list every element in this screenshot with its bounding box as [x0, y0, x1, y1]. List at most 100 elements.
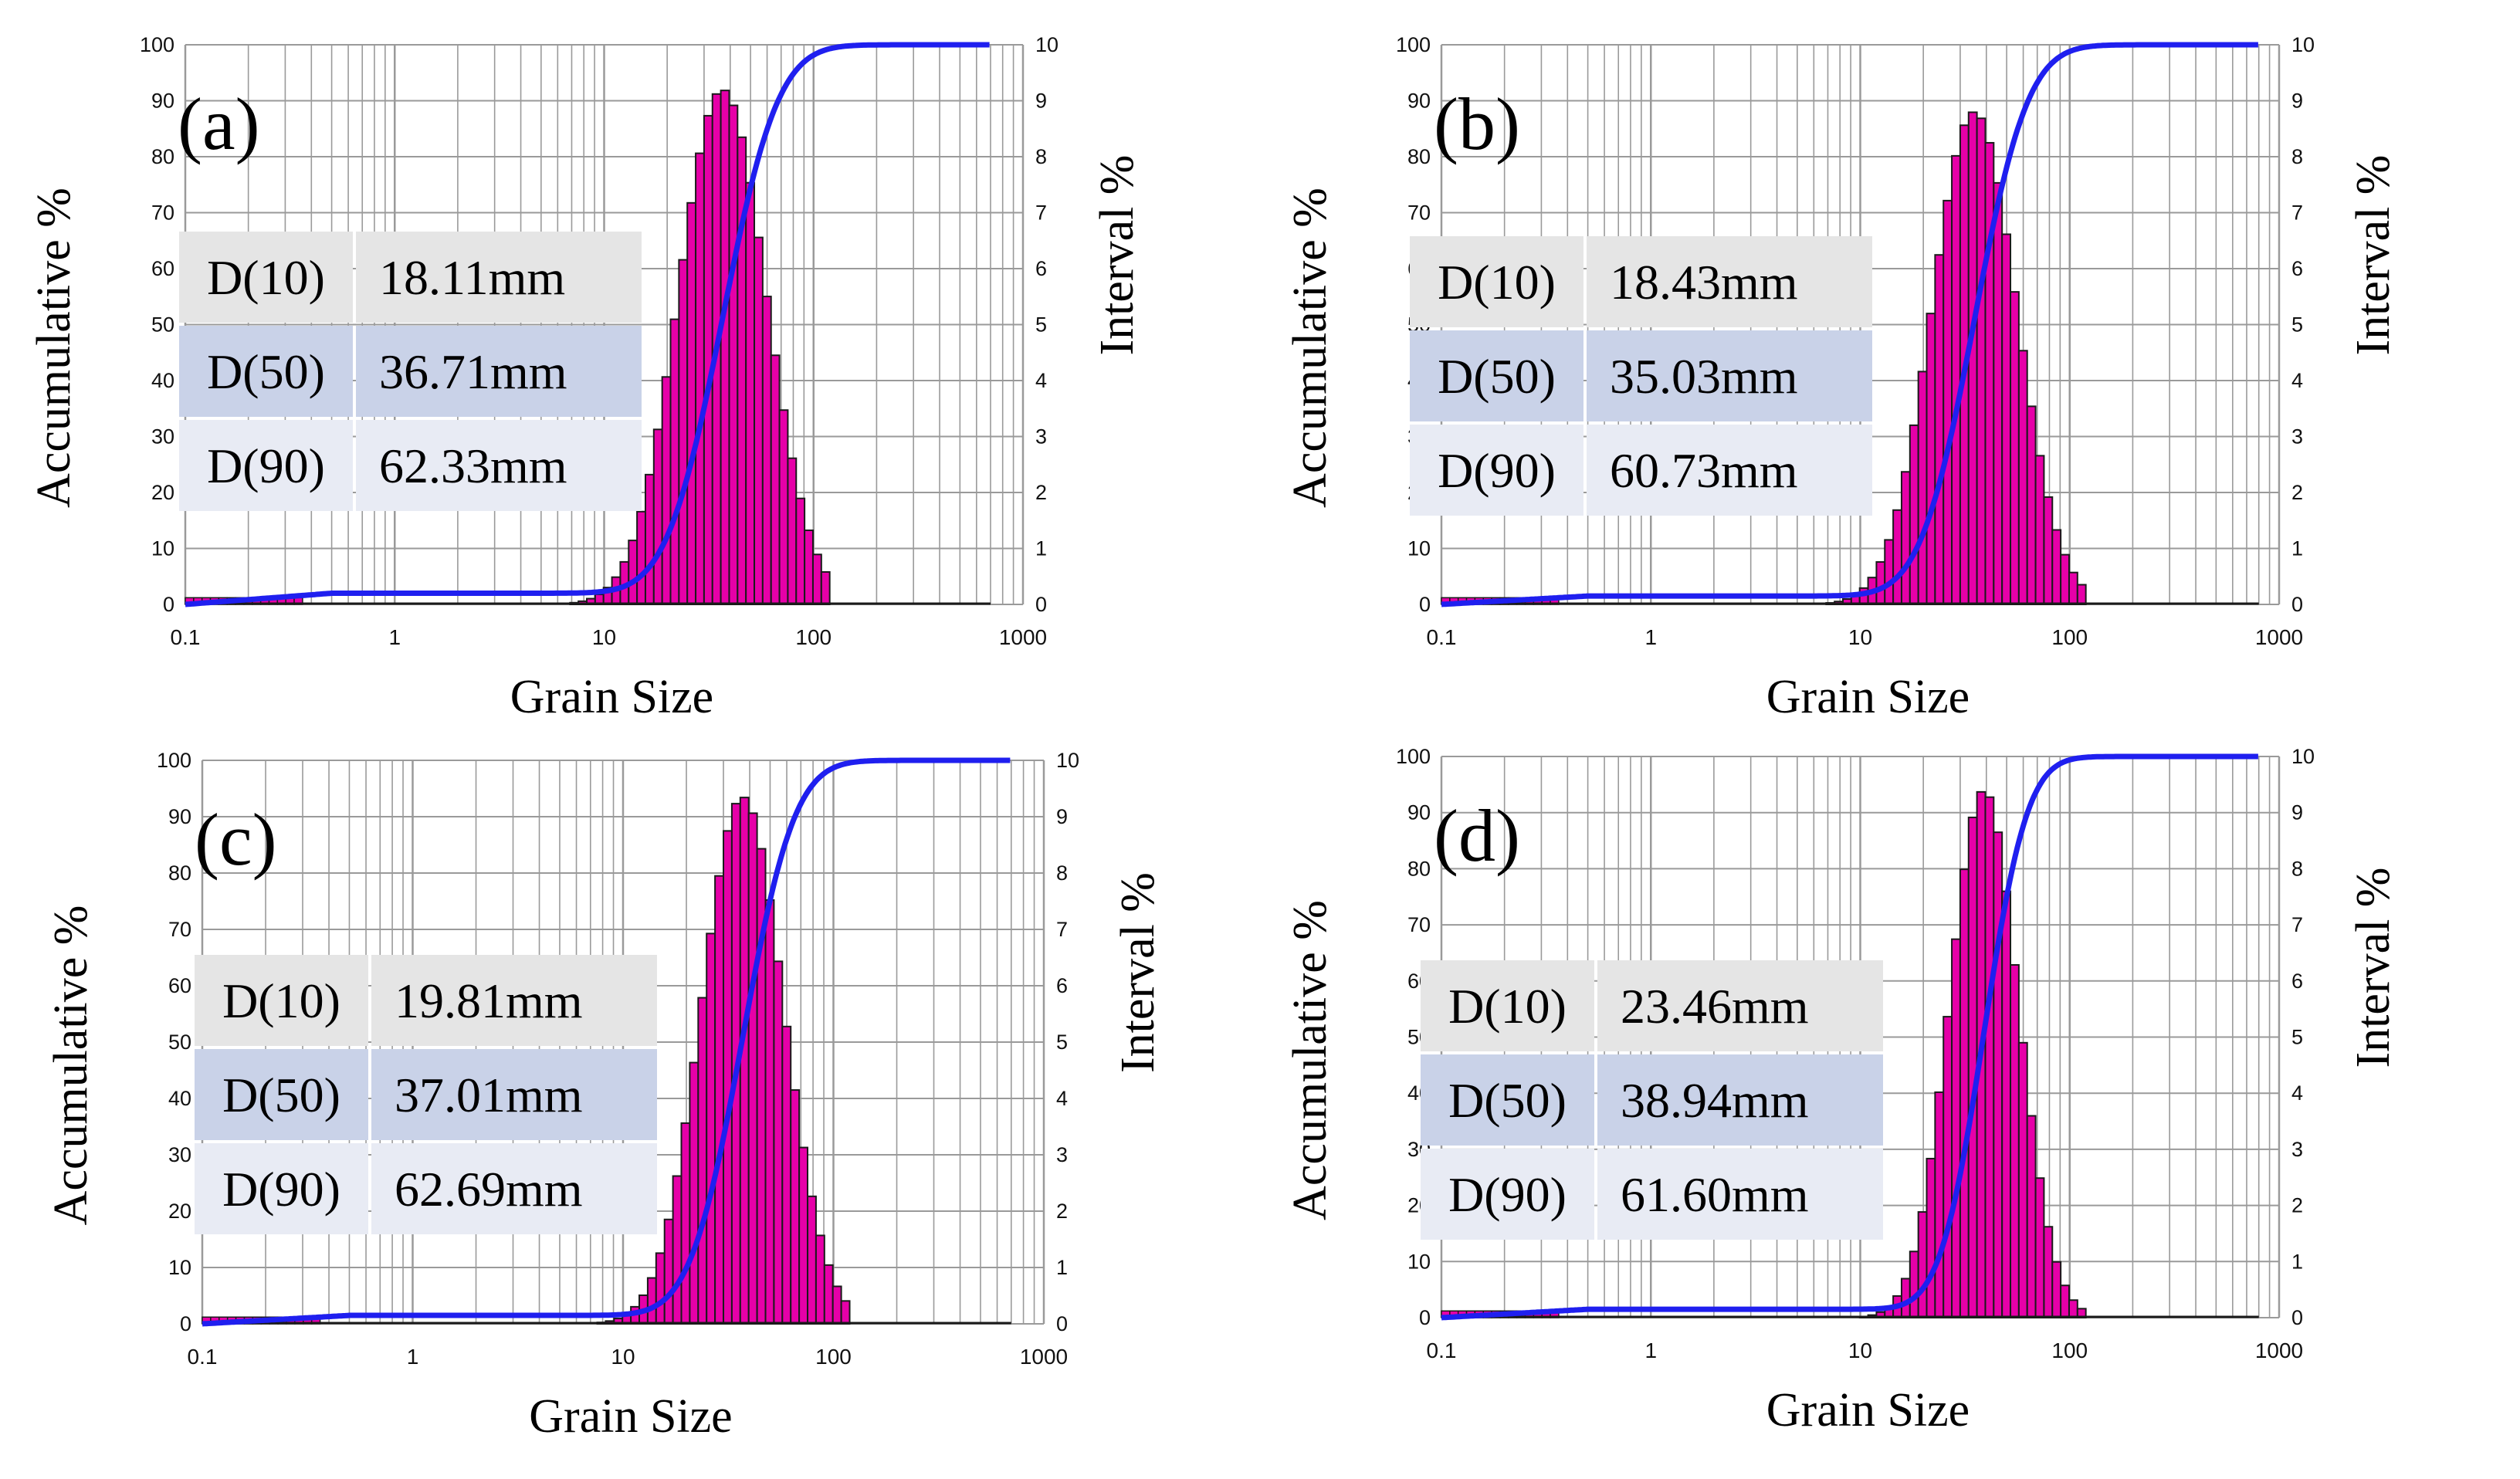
interval-bar: [1900, 1278, 1911, 1318]
interval-bar: [2017, 350, 2028, 605]
table-cell-bg: [1421, 1054, 1594, 1146]
x-tick-label: 10: [611, 1345, 635, 1369]
x-tick-label: 100: [815, 1345, 852, 1369]
d-value-table: D(10) 19.81mm D(50) 37.01mm D(90) 62.69mm: [195, 955, 657, 1234]
interval-bar: [795, 497, 806, 606]
y-left-tick-label: 80: [1407, 857, 1431, 880]
y-right-tick-label: 5: [1035, 313, 1047, 337]
table-cell-bg: [1587, 236, 1872, 327]
stat-value: 19.81mm: [395, 973, 583, 1028]
interval-bar: [1875, 560, 1886, 605]
table-cell-bg: [1410, 236, 1583, 327]
y-left-tick-label: 40: [151, 369, 174, 392]
x-axis-title: Grain Size: [529, 1390, 732, 1443]
interval-bar: [2043, 496, 2054, 605]
y-left-tick-label: 80: [151, 145, 174, 168]
x-tick-label: 0.1: [1427, 625, 1457, 649]
stat-label: D(90): [222, 1162, 340, 1217]
interval-bar: [663, 1218, 674, 1325]
y-left-tick-label: 40: [168, 1087, 191, 1110]
interval-bar: [798, 1146, 809, 1325]
interval-bar: [1900, 471, 1911, 605]
interval-bar: [661, 376, 672, 605]
x-tick-label: 10: [1848, 625, 1872, 649]
y-left-axis-title: Accumulative %: [1284, 188, 1336, 508]
y-right-tick-label: 2: [1035, 481, 1047, 504]
y-right-tick-label: 9: [2291, 90, 2303, 113]
interval-bar: [636, 510, 646, 605]
y-right-tick-label: 5: [1056, 1031, 1068, 1054]
interval-bar: [2060, 553, 2070, 605]
table-cell-bg: [179, 326, 353, 417]
interval-bar: [1934, 254, 1945, 605]
d-value-table: D(10) 18.43mm D(50) 35.03mm D(90) 60.73mm: [1410, 236, 1872, 516]
interval-bar: [695, 152, 705, 605]
interval-bar: [1951, 154, 1961, 605]
interval-bar: [787, 457, 798, 605]
x-tick-label: 100: [2051, 1339, 2088, 1362]
y-left-tick-label: 90: [168, 805, 191, 828]
interval-bar: [770, 354, 781, 605]
x-tick-label: 1: [388, 625, 401, 649]
interval-bar: [1967, 111, 1978, 605]
interval-bar: [761, 296, 772, 605]
interval-bar: [1993, 181, 2003, 605]
x-tick-label: 1000: [1020, 1345, 1068, 1369]
x-tick-label: 1: [407, 1345, 419, 1369]
table-cell-bg: [1597, 960, 1883, 1051]
y-right-tick-label: 7: [2291, 201, 2303, 225]
y-left-tick-label: 50: [151, 313, 174, 337]
interval-bar: [680, 1122, 691, 1325]
y-right-tick-label: 4: [1056, 1087, 1068, 1110]
y-left-axis-title: Accumulative %: [1284, 900, 1336, 1220]
interval-bar: [781, 1025, 792, 1325]
stat-value: 38.94mm: [1621, 1073, 1809, 1128]
interval-bar: [1984, 141, 1995, 606]
y-left-axis-title: Accumulative %: [28, 188, 80, 508]
y-right-tick-label: 9: [1035, 90, 1047, 113]
table-cell-bg: [356, 420, 642, 511]
interval-bar: [2076, 584, 2087, 605]
y-left-tick-label: 80: [1407, 145, 1431, 168]
stat-label: D(10): [1448, 979, 1567, 1034]
table-cell-bg: [195, 1049, 368, 1140]
table-cell-bg: [1597, 1054, 1883, 1146]
interval-bar: [2068, 571, 2078, 606]
interval-bar: [823, 1264, 834, 1325]
y-right-tick-label: 4: [2291, 1081, 2303, 1105]
y-left-tick-label: 90: [1407, 90, 1431, 113]
y-left-tick-label: 100: [157, 749, 191, 772]
y-right-tick-label: 9: [1056, 805, 1068, 828]
x-axis-title: Grain Size: [510, 671, 713, 723]
interval-bar: [2034, 1177, 2045, 1319]
y-right-tick-label: 0: [2291, 593, 2303, 616]
interval-bar: [754, 236, 764, 605]
y-right-tick-label: 3: [1056, 1143, 1068, 1166]
y-left-tick-label: 0: [1419, 1306, 1431, 1329]
y-left-tick-label: 100: [1396, 745, 1431, 768]
panel-label: (a): [178, 83, 260, 165]
x-tick-label: 10: [592, 625, 616, 649]
stat-value: 36.71mm: [379, 344, 567, 399]
y-left-tick-label: 70: [168, 918, 191, 941]
x-tick-label: 1: [1644, 625, 1657, 649]
y-right-tick-label: 3: [1035, 425, 1047, 448]
y-right-tick-label: 0: [1056, 1312, 1068, 1335]
y-right-tick-label: 1: [2291, 1250, 2303, 1273]
interval-bar: [747, 812, 758, 1325]
stat-value: 62.69mm: [395, 1162, 583, 1217]
interval-bar: [652, 428, 663, 605]
x-axis-title: Grain Size: [1766, 671, 1970, 723]
table-cell-bg: [179, 420, 353, 511]
interval-bar: [1976, 117, 1987, 606]
y-left-axis-title: Accumulative %: [45, 905, 97, 1226]
y-right-axis-title: Interval %: [1091, 155, 1143, 356]
interval-bar: [1892, 509, 1902, 605]
y-right-tick-label: 10: [1056, 749, 1079, 772]
y-left-tick-label: 0: [1419, 593, 1431, 616]
interval-bar: [703, 114, 713, 605]
table-cell-bg: [1410, 330, 1583, 421]
